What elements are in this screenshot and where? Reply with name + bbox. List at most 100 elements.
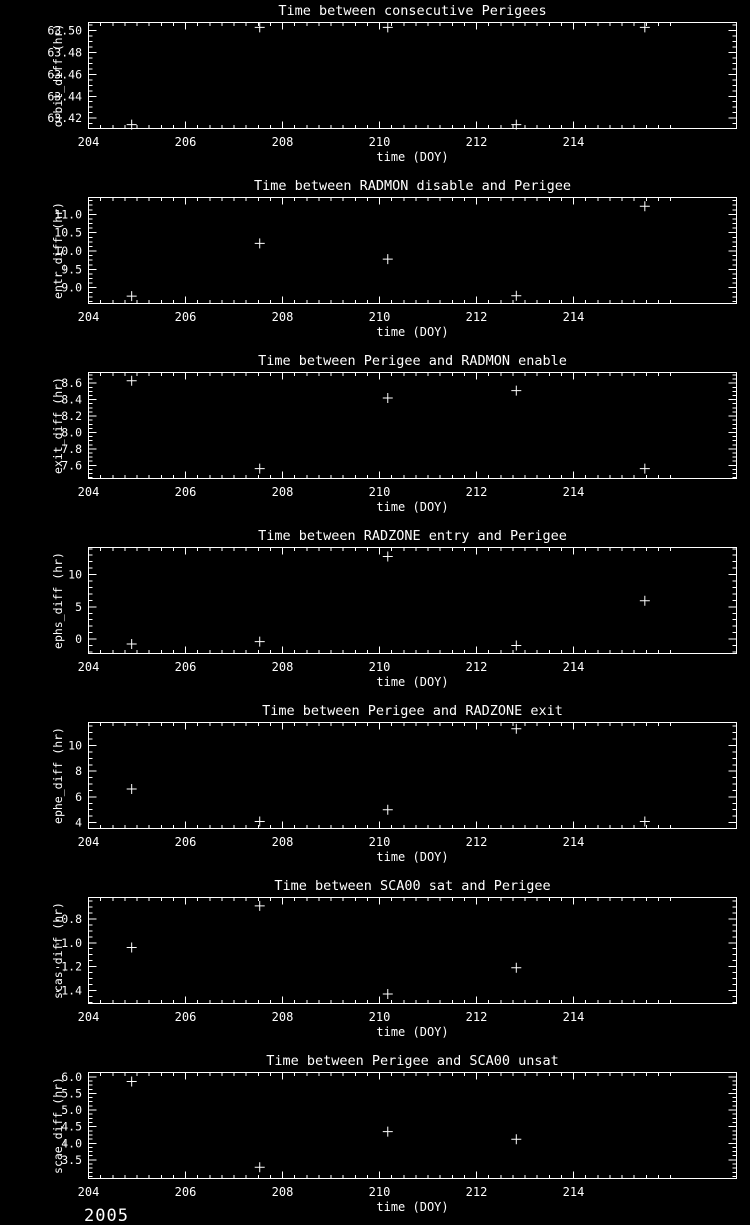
- y-axis-title: orbit_diff (hr): [51, 24, 65, 128]
- y-tick-label: -0.8: [54, 912, 82, 926]
- axes-ticks: [88, 897, 737, 1004]
- plus-marker: [639, 22, 650, 33]
- data-points: [126, 551, 650, 651]
- y-tick-label: 10: [68, 568, 82, 582]
- x-tick-label: 212: [466, 1010, 488, 1024]
- y-axis-title: scas_diff (hr): [51, 902, 65, 999]
- y-tick-label: 4.5: [61, 1120, 82, 1134]
- x-tick-label: 212: [466, 1185, 488, 1199]
- plot-title: Time between Perigee and RADZONE exit: [262, 703, 563, 719]
- plus-marker: [639, 463, 650, 474]
- y-axis-labels: 4 6 8 10: [68, 738, 82, 829]
- plus-marker: [511, 640, 522, 651]
- data-points: [126, 22, 650, 130]
- y-tick-label: 63.42: [47, 111, 82, 125]
- x-axis-labels: 204 206 208 210 212 214: [78, 660, 585, 674]
- y-tick-label: 7.8: [61, 442, 82, 456]
- data-points: [126, 375, 650, 474]
- plot-title: Time between RADZONE entry and Perigee: [258, 528, 567, 544]
- plus-marker: [254, 816, 265, 827]
- plot-title: Time between SCA00 sat and Perigee: [274, 878, 550, 894]
- y-axis-labels: 9.0 9.5 10.0 10.5 11.0: [54, 207, 82, 294]
- y-tick-label: 5.0: [61, 1103, 82, 1117]
- plus-marker: [511, 290, 522, 301]
- plus-marker: [382, 551, 393, 562]
- data-points: [126, 201, 650, 302]
- plus-marker: [511, 385, 522, 396]
- x-axis-labels: 204 206 208 210 212 214: [78, 310, 585, 324]
- plus-marker: [639, 595, 650, 606]
- x-tick-label: 208: [272, 485, 294, 499]
- plus-marker: [126, 784, 137, 795]
- y-tick-label: -1.4: [54, 983, 82, 997]
- y-tick-label: 10.0: [54, 244, 82, 258]
- y-axis-title: exit_diff (hr): [51, 377, 65, 474]
- y-tick-label: 6.0: [61, 1070, 82, 1084]
- x-tick-label: 204: [78, 660, 100, 674]
- x-axis-title: time (DOY): [376, 150, 448, 164]
- x-axis-labels: 204 206 208 210 212 214: [78, 135, 585, 149]
- chart-block-3: Time between Perigee and RADMON enable 20…: [0, 350, 750, 525]
- x-tick-label: 208: [272, 835, 294, 849]
- plus-marker: [382, 804, 393, 815]
- x-tick-label: 204: [78, 1010, 100, 1024]
- x-axis-title: time (DOY): [376, 675, 448, 689]
- data-points: [126, 1076, 522, 1173]
- plot-title: Time between RADMON disable and Perigee: [254, 178, 571, 194]
- y-tick-label: 63.46: [47, 67, 82, 81]
- plus-marker: [126, 1076, 137, 1087]
- x-axis-title: time (DOY): [376, 1200, 448, 1214]
- x-tick-label: 210: [369, 135, 391, 149]
- y-tick-label: 10: [68, 738, 82, 752]
- y-tick-label: 8.4: [61, 393, 82, 407]
- x-tick-label: 210: [369, 310, 391, 324]
- plot-svg: Time between Perigee and RADMON enable 20…: [51, 353, 737, 514]
- plus-marker: [382, 1126, 393, 1137]
- y-tick-label: 5.5: [61, 1086, 82, 1100]
- x-tick-label: 214: [563, 1185, 585, 1199]
- y-tick-label: 9.5: [61, 262, 82, 276]
- x-axis-title: time (DOY): [376, 850, 448, 864]
- x-tick-label: 210: [369, 835, 391, 849]
- x-tick-label: 212: [466, 660, 488, 674]
- plus-marker: [382, 392, 393, 403]
- x-tick-label: 204: [78, 835, 100, 849]
- x-tick-label: 214: [563, 660, 585, 674]
- y-tick-label: 8.6: [61, 376, 82, 390]
- x-tick-label: 212: [466, 835, 488, 849]
- y-axis-labels: 63.42 63.44 63.46 63.48 63.50: [47, 24, 82, 125]
- x-axis-title: time (DOY): [376, 325, 448, 339]
- x-tick-label: 204: [78, 310, 100, 324]
- plus-marker: [254, 463, 265, 474]
- x-tick-label: 204: [78, 135, 100, 149]
- plus-marker: [254, 22, 265, 33]
- x-tick-label: 210: [369, 660, 391, 674]
- x-tick-label: 214: [563, 135, 585, 149]
- plus-marker: [511, 119, 522, 130]
- x-tick-label: 206: [175, 1010, 197, 1024]
- x-tick-label: 210: [369, 1185, 391, 1199]
- chart-block-4: Time between RADZONE entry and Perigee 20…: [0, 525, 750, 700]
- y-tick-label: 5: [75, 600, 82, 614]
- y-tick-label: 7.6: [61, 458, 82, 472]
- y-tick-label: 9.0: [61, 281, 82, 295]
- plot-title: Time between Perigee and SCA00 unsat: [266, 1053, 559, 1069]
- plus-marker: [639, 816, 650, 827]
- plot-svg: Time between SCA00 sat and Perigee 204 206…: [51, 878, 737, 1039]
- data-points: [126, 900, 522, 999]
- plus-marker: [126, 639, 137, 650]
- y-tick-label: 63.44: [47, 89, 82, 103]
- chart-block-6: Time between SCA00 sat and Perigee 204 206…: [0, 875, 750, 1050]
- plus-marker: [254, 900, 265, 911]
- plot-frame: [88, 897, 737, 1004]
- plot-svg: Time between RADMON disable and Perigee 2…: [51, 178, 737, 339]
- x-axis-labels: 204 206 208 210 212 214: [78, 1010, 585, 1024]
- chart-block-2: Time between RADMON disable and Perigee 2…: [0, 175, 750, 350]
- plot-svg: Time between Perigee and RADZONE exit 204…: [51, 703, 737, 864]
- y-axis-title: ephs_diff (hr): [51, 552, 65, 649]
- y-tick-label: 8.0: [61, 425, 82, 439]
- y-tick-label: 8: [75, 764, 82, 778]
